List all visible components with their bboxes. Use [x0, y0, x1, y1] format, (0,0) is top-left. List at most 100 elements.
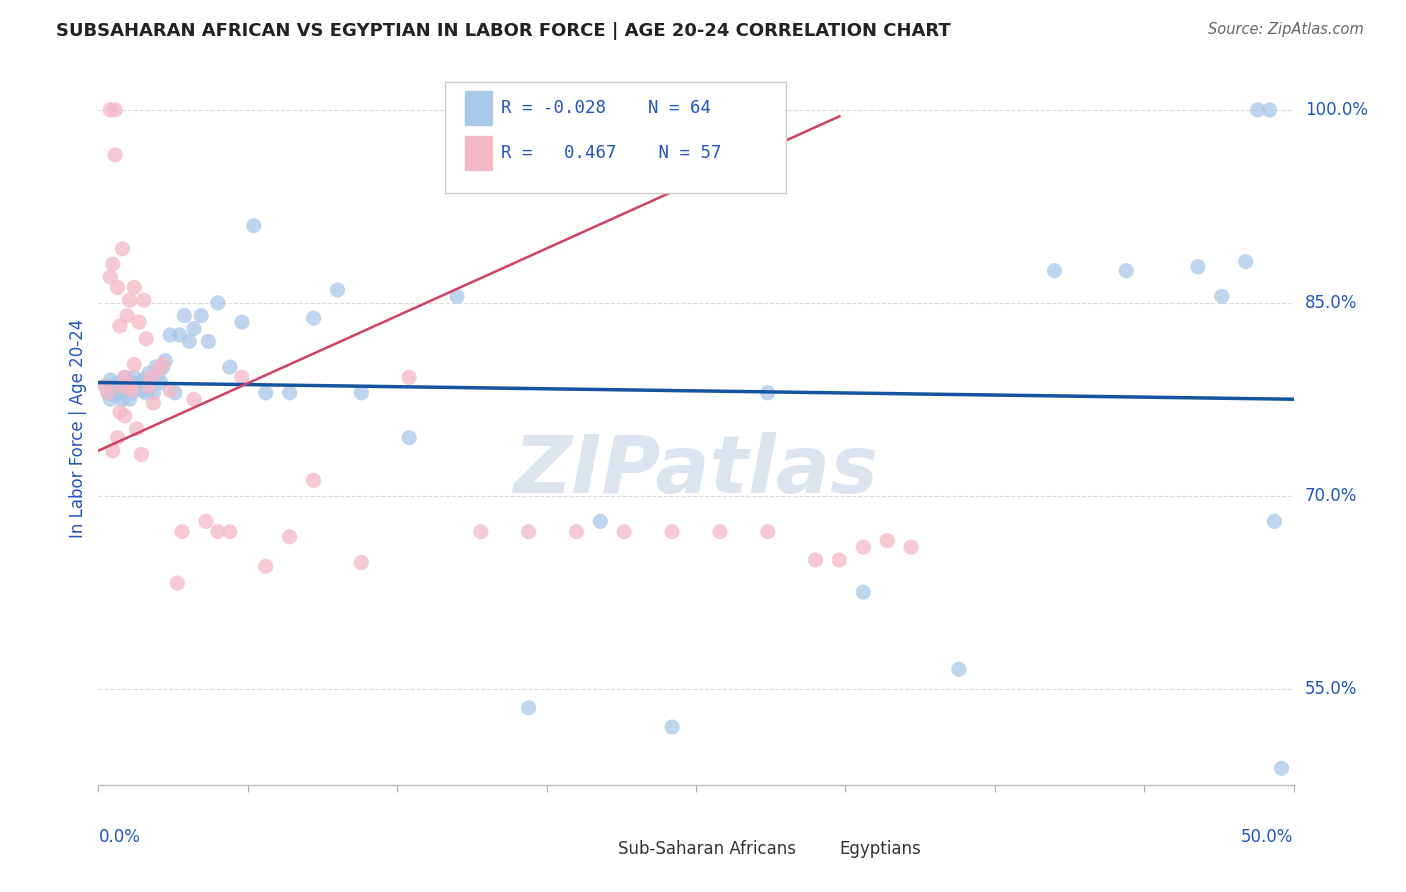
Point — [1043, 263, 1066, 277]
Point — [104, 103, 127, 117]
Point — [254, 559, 277, 574]
Point — [131, 448, 153, 462]
Point — [101, 443, 124, 458]
Point — [121, 383, 143, 397]
Point — [190, 309, 212, 323]
Point — [852, 585, 875, 599]
Point — [118, 392, 141, 407]
Point — [326, 283, 349, 297]
Point — [111, 379, 134, 393]
Point — [115, 309, 138, 323]
FancyBboxPatch shape — [465, 136, 492, 170]
Point — [278, 385, 301, 400]
Text: 0.0%: 0.0% — [98, 828, 141, 846]
Text: 100.0%: 100.0% — [1305, 101, 1368, 119]
Point — [1234, 254, 1257, 268]
Point — [94, 379, 117, 393]
Point — [128, 315, 150, 329]
Text: 85.0%: 85.0% — [1305, 293, 1357, 312]
Point — [948, 662, 970, 676]
Point — [565, 524, 588, 539]
Point — [108, 405, 131, 419]
Point — [589, 515, 612, 529]
Point — [104, 148, 127, 162]
Point — [118, 379, 141, 393]
Point — [132, 373, 155, 387]
FancyBboxPatch shape — [446, 82, 786, 193]
Point — [661, 524, 683, 539]
Point — [111, 392, 134, 407]
Point — [135, 332, 157, 346]
Point — [139, 370, 162, 384]
Y-axis label: In Labor Force | Age 20-24: In Labor Force | Age 20-24 — [69, 318, 87, 538]
Point — [118, 293, 141, 308]
Point — [124, 370, 146, 384]
Point — [97, 385, 120, 400]
Point — [197, 334, 219, 349]
Point — [1247, 103, 1270, 117]
Point — [149, 376, 172, 390]
Text: 70.0%: 70.0% — [1305, 487, 1357, 505]
Text: Sub-Saharan Africans: Sub-Saharan Africans — [619, 840, 796, 858]
Point — [101, 257, 124, 271]
Point — [231, 315, 253, 329]
Point — [231, 370, 253, 384]
Point — [124, 280, 146, 294]
Point — [1263, 515, 1285, 529]
Point — [155, 353, 177, 368]
Point — [104, 388, 127, 402]
Point — [138, 367, 160, 381]
Point — [709, 524, 731, 539]
Point — [398, 370, 420, 384]
Text: Egyptians: Egyptians — [839, 840, 921, 858]
Point — [804, 553, 827, 567]
Point — [131, 383, 153, 397]
Text: SUBSAHARAN AFRICAN VS EGYPTIAN IN LABOR FORCE | AGE 20-24 CORRELATION CHART: SUBSAHARAN AFRICAN VS EGYPTIAN IN LABOR … — [56, 22, 950, 40]
Point — [145, 360, 167, 375]
Point — [350, 556, 373, 570]
Point — [302, 311, 325, 326]
Point — [118, 376, 141, 390]
Point — [125, 379, 148, 393]
Point — [852, 540, 875, 554]
Text: 55.0%: 55.0% — [1305, 680, 1357, 698]
Point — [166, 576, 188, 591]
Point — [98, 373, 122, 387]
Point — [94, 379, 117, 393]
Point — [139, 379, 162, 393]
Point — [302, 473, 325, 487]
Point — [98, 270, 122, 285]
Point — [159, 327, 181, 342]
Point — [1187, 260, 1209, 274]
Point — [138, 379, 160, 393]
Point — [163, 385, 186, 400]
Point — [254, 385, 277, 400]
Text: ZIPatlas: ZIPatlas — [513, 432, 879, 510]
Point — [398, 431, 420, 445]
Point — [219, 524, 242, 539]
Text: 50.0%: 50.0% — [1241, 828, 1294, 846]
Point — [111, 242, 134, 256]
Text: Source: ZipAtlas.com: Source: ZipAtlas.com — [1208, 22, 1364, 37]
Point — [98, 392, 122, 407]
Point — [142, 385, 165, 400]
Point — [1211, 289, 1233, 303]
Point — [900, 540, 922, 554]
Point — [98, 103, 122, 117]
Point — [613, 524, 636, 539]
Point — [1258, 103, 1281, 117]
Point — [104, 383, 127, 397]
Point — [114, 370, 136, 384]
Point — [142, 396, 165, 410]
Point — [152, 360, 174, 375]
Point — [135, 385, 157, 400]
Point — [207, 295, 229, 310]
Point — [828, 553, 851, 567]
Point — [183, 321, 205, 335]
Point — [350, 385, 373, 400]
Point — [172, 524, 194, 539]
Point — [125, 422, 148, 436]
Point — [470, 524, 492, 539]
Point — [111, 385, 134, 400]
Point — [107, 431, 129, 445]
